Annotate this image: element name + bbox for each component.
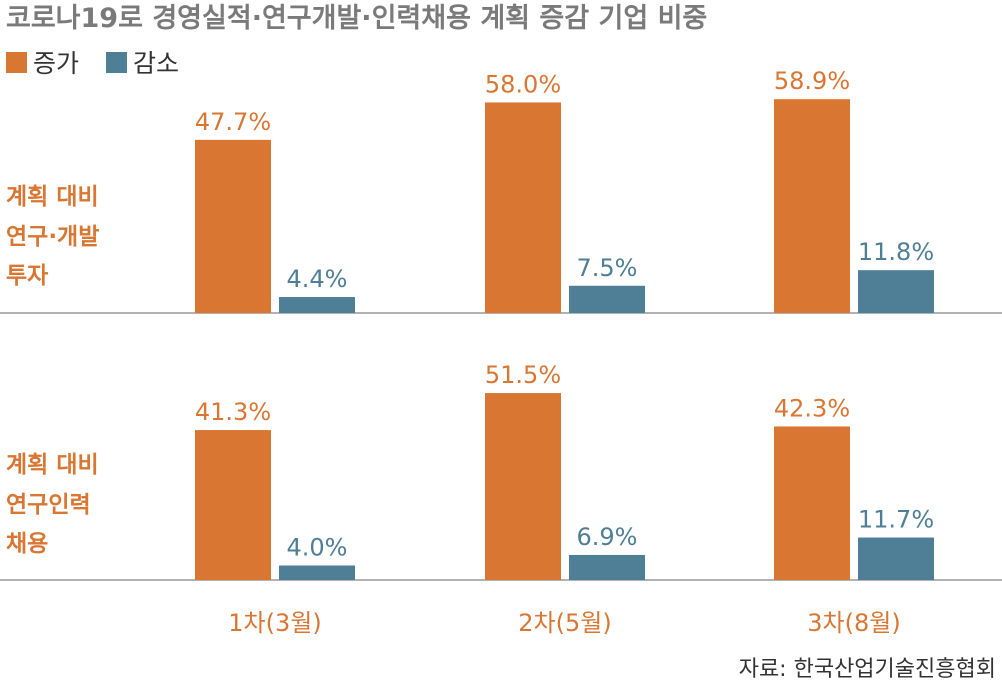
row-label-line: 연구·개발 xyxy=(6,224,99,250)
data-label-decrease: 11.7% xyxy=(858,506,934,534)
bar-increase xyxy=(485,102,561,314)
data-label-decrease: 4.4% xyxy=(287,265,348,293)
category-axis-labels: 1차(3월) 2차(5월) 3차(8월) xyxy=(228,609,900,637)
data-label-increase: 47.7% xyxy=(195,108,271,136)
row-label-line: 연구인력 xyxy=(6,492,91,518)
legend-label-decrease: 감소 xyxy=(133,49,179,78)
legend: 증가 감소 xyxy=(6,49,179,78)
chart-title: 코로나19로 경영실적·연구개발·인력채용 계획 증감 기업 비중 xyxy=(6,3,707,34)
legend-swatch-increase xyxy=(6,52,27,73)
legend-label-increase: 증가 xyxy=(33,49,79,78)
data-label-increase: 58.0% xyxy=(485,70,561,98)
row-label-line: 계획 대비 xyxy=(6,452,99,478)
bar-increase xyxy=(195,139,271,313)
category-label: 1차(3월) xyxy=(228,609,321,637)
legend-swatch-decrease xyxy=(106,52,127,73)
bar-decrease xyxy=(569,285,645,313)
bar-decrease xyxy=(279,297,355,313)
bar-increase xyxy=(485,393,561,580)
bar-decrease xyxy=(569,554,645,580)
data-label-increase: 58.9% xyxy=(774,67,850,95)
category-label: 2차(5월) xyxy=(518,609,611,637)
data-label-increase: 51.5% xyxy=(485,361,561,389)
data-label-decrease: 7.5% xyxy=(577,254,638,282)
bar-increase xyxy=(774,426,850,580)
data-label-decrease: 11.8% xyxy=(858,238,934,266)
data-label-increase: 41.3% xyxy=(195,398,271,426)
category-label: 3차(8월) xyxy=(807,609,900,637)
bar-increase xyxy=(774,99,850,314)
row-label-line: 계획 대비 xyxy=(6,184,99,210)
bar-decrease xyxy=(858,537,934,580)
bar-decrease xyxy=(858,270,934,313)
data-label-increase: 42.3% xyxy=(774,394,850,422)
data-label-decrease: 4.0% xyxy=(287,533,348,561)
bar-decrease xyxy=(279,565,355,580)
data-label-decrease: 6.9% xyxy=(577,523,638,551)
bar-increase xyxy=(195,430,271,580)
row-label-line: 투자 xyxy=(6,263,48,289)
source-note: 자료: 한국산업기술진흥협회 xyxy=(739,657,996,682)
row-label-line: 채용 xyxy=(6,531,48,557)
